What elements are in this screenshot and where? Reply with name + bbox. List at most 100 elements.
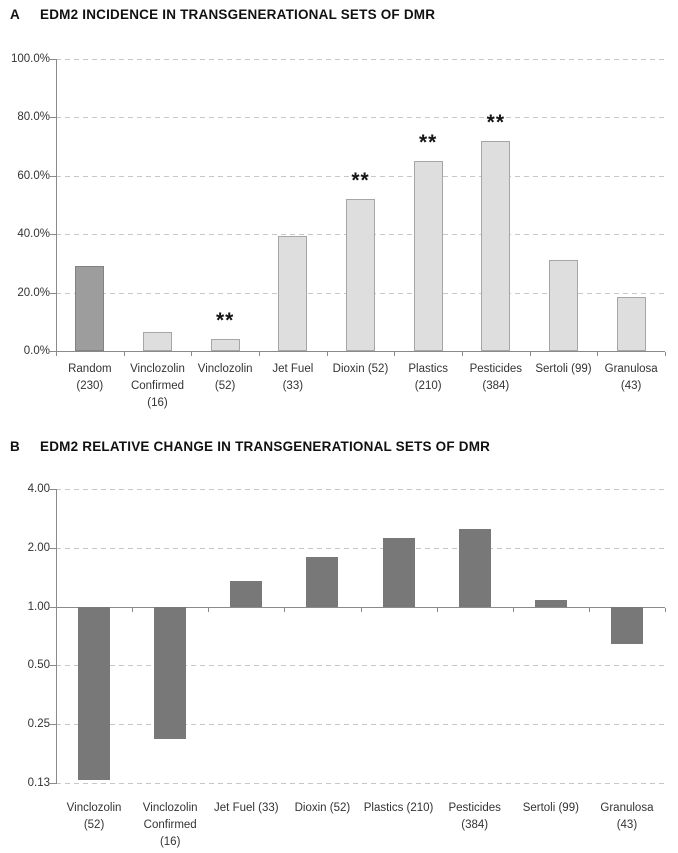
bar [78, 606, 111, 780]
category-label-line: (43) [616, 819, 638, 831]
category-label: Plastics (210) [394, 361, 462, 395]
y-axis-label: 2.00 [27, 541, 50, 554]
category-label-line: Jet Fuel [272, 363, 314, 375]
category-label-line: (230) [76, 380, 104, 392]
category-tick [436, 607, 438, 612]
category-label: Sertoli (99) [530, 361, 598, 378]
y-axis-label: 1.00 [27, 600, 50, 613]
bar [382, 537, 415, 607]
bar [210, 339, 240, 351]
y-axis-tick [49, 292, 56, 294]
category-label-line: Vinclozolin [66, 802, 122, 814]
category-tick [588, 607, 590, 612]
category-tick [191, 352, 193, 356]
bar [75, 266, 105, 351]
category-label-line: Confirmed [143, 819, 197, 831]
category-label-line: Pesticides [448, 802, 501, 814]
category-label-line: (16) [159, 836, 181, 848]
y-axis-tick [49, 175, 56, 177]
category-tick [394, 352, 396, 356]
chart-a-y-axis-labels: 100.0% 80.0% 60.0% 40.0% 20.0% 0.0% [0, 53, 50, 357]
y-axis-tick [49, 783, 56, 784]
category-tick [132, 607, 134, 612]
category-label-line: (33) [282, 380, 304, 392]
category-label-line: Confirmed [130, 380, 185, 392]
category-label-line: Granulosa [604, 363, 658, 375]
y-axis-label: 0.0% [23, 345, 50, 357]
category-label-line: Vinclozolin [130, 363, 185, 375]
category-label-line: (384) [461, 819, 489, 831]
gridline [56, 665, 665, 667]
y-axis-tick [49, 547, 56, 549]
y-axis-label: 4.00 [27, 483, 50, 495]
y-axis-tick [49, 117, 56, 119]
category-label-line: Random [68, 363, 112, 375]
y-axis-tick [49, 489, 56, 490]
chart-a-title-text: EDM2 INCIDENCE IN TRANSGENERATIONAL SETS… [40, 7, 436, 22]
bar [458, 528, 491, 607]
category-label-line: Plastics [408, 363, 448, 375]
gridline [56, 547, 665, 549]
category-label: Vinclozolin Confirmed (16) [124, 361, 192, 412]
category-tick [665, 352, 666, 356]
category-tick [326, 352, 328, 356]
gridline [56, 783, 665, 784]
category-tick [56, 607, 57, 612]
y-axis-label: 60.0% [17, 169, 50, 182]
category-tick [597, 352, 599, 356]
category-label: Dioxin (52) [284, 800, 360, 817]
x-axis-line [56, 351, 665, 352]
y-axis-label: 0.25 [27, 718, 50, 731]
y-axis-tick [49, 234, 56, 236]
y-axis-line [56, 489, 57, 784]
category-tick [123, 352, 125, 356]
category-label: Jet Fuel (33) [259, 361, 327, 395]
category-label-line: Granulosa [600, 802, 654, 814]
category-label-line: Dioxin (52) [332, 363, 389, 375]
category-label-line: Sertoli (99) [535, 363, 592, 375]
category-tick [360, 607, 362, 612]
significance-marker: ** [486, 110, 505, 134]
bar [534, 600, 567, 607]
bar [413, 161, 443, 351]
category-label-line: Jet Fuel (33) [214, 802, 279, 814]
y-axis-tick [49, 606, 56, 608]
bar [306, 556, 339, 607]
chart-b-panel-letter: B [10, 439, 20, 454]
category-label-line: (52) [214, 380, 236, 392]
significance-marker: ** [215, 309, 235, 333]
category-label-line: Pesticides [469, 363, 523, 375]
gridline [56, 175, 665, 177]
y-axis-tick [49, 724, 56, 726]
y-axis-label: 20.0% [17, 286, 50, 299]
category-label-line: (16) [147, 397, 168, 409]
bar [481, 140, 511, 351]
category-label-line: Sertoli (99) [522, 802, 579, 814]
category-label: Vinclozolin Confirmed (16) [132, 800, 208, 851]
significance-marker: ** [351, 169, 370, 193]
gridline [56, 59, 665, 60]
category-label-line: (210) [414, 380, 442, 392]
category-label: Pesticides (384) [437, 800, 513, 834]
category-label-line: (384) [482, 380, 510, 392]
gridline [56, 489, 665, 490]
category-label-line: Vinclozolin [142, 802, 198, 814]
category-label-line: (43) [620, 380, 642, 392]
category-label: Jet Fuel (33) [208, 800, 284, 817]
bar [154, 606, 187, 739]
category-label: Plastics (210) [361, 800, 437, 817]
category-label-line: (52) [83, 819, 105, 831]
significance-marker: ** [418, 131, 438, 155]
chart-b-plot-area [49, 489, 666, 784]
chart-a-panel-letter: A [10, 7, 20, 22]
category-label: Vinclozolin (52) [191, 361, 259, 395]
category-label-line: Dioxin (52) [294, 802, 351, 814]
category-tick [56, 352, 57, 356]
y-axis-tick [49, 665, 56, 667]
category-tick [284, 607, 286, 612]
y-axis-tick [49, 351, 56, 352]
bar [616, 296, 646, 351]
category-tick [529, 352, 531, 356]
y-axis-line [56, 59, 57, 352]
